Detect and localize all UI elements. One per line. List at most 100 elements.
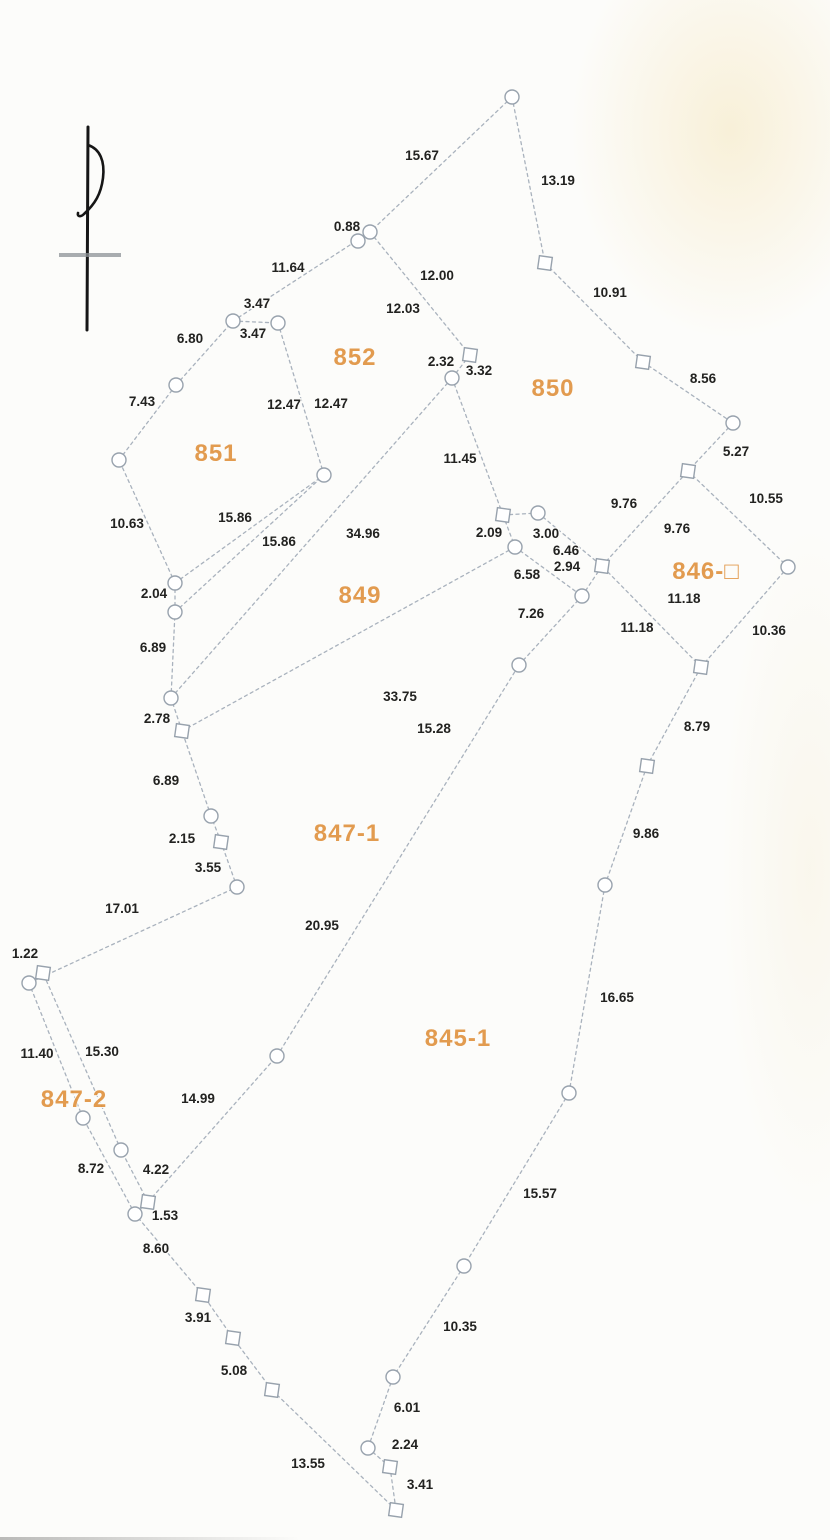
dimension-label: 6.89 — [153, 773, 179, 788]
north-arrow-flag — [76, 143, 105, 218]
dimension-label: 17.01 — [105, 901, 139, 916]
boundary-edge — [276, 664, 520, 1057]
dimension-label: 2.15 — [169, 831, 196, 846]
dimension-label: 3.32 — [466, 363, 492, 378]
survey-vertex-circle — [225, 313, 241, 329]
survey-vertex-square — [263, 1381, 281, 1399]
survey-vertex-circle — [21, 975, 37, 991]
survey-vertex-square — [679, 462, 697, 480]
dimension-label: 2.09 — [476, 525, 502, 540]
parcel-label: 847-1 — [314, 820, 380, 847]
survey-vertex-circle — [725, 415, 741, 431]
boundary-edge — [174, 474, 325, 584]
boundary-edge — [369, 231, 471, 356]
boundary-edge — [601, 470, 689, 567]
survey-vertex-square — [387, 1501, 405, 1519]
parcel-label: 847-2 — [41, 1086, 107, 1113]
survey-vertex-circle — [385, 1369, 401, 1385]
survey-vertex-square — [34, 964, 52, 982]
survey-vertex-square — [224, 1329, 242, 1347]
survey-vertex-circle — [113, 1142, 129, 1158]
dimension-label: 7.43 — [129, 394, 156, 409]
dimension-label: 20.95 — [305, 918, 339, 933]
boundary-edge — [174, 474, 325, 613]
dimension-label: 3.47 — [244, 296, 270, 311]
dimension-label: 15.67 — [405, 148, 439, 163]
dimension-label: 8.56 — [690, 371, 717, 386]
vertex-markers — [21, 89, 796, 1519]
boundary-edge — [277, 322, 325, 476]
dimension-label: 3.00 — [533, 526, 559, 541]
boundary-edge — [687, 422, 734, 472]
boundary-edge — [42, 972, 122, 1151]
survey-vertex-square — [593, 557, 611, 575]
boundary-edge — [134, 1213, 204, 1296]
dimension-label: 12.47 — [314, 396, 348, 411]
survey-vertex-circle — [561, 1085, 577, 1101]
dimension-label: 6.46 — [553, 543, 580, 558]
boundary-edge — [175, 320, 234, 386]
dimension-label: 4.22 — [143, 1162, 169, 1177]
boundary-edge — [514, 546, 583, 597]
survey-vertex-circle — [127, 1206, 143, 1222]
boundary-edge — [181, 730, 212, 817]
dimension-label: 3.55 — [195, 860, 222, 875]
dimension-label: 3.91 — [185, 1310, 212, 1325]
survey-vertex-circle — [316, 467, 332, 483]
boundary-edge — [700, 566, 789, 668]
survey-vertex-circle — [504, 89, 520, 105]
boundary-edge — [271, 1389, 397, 1511]
survey-vertex-circle — [269, 1048, 285, 1064]
dimension-label: 9.86 — [633, 826, 660, 841]
boundary-edge — [82, 1117, 136, 1215]
survey-vertex-square — [139, 1193, 157, 1211]
dimension-label: 2.78 — [144, 711, 171, 726]
boundary-edge — [367, 1447, 391, 1468]
dimension-label: 3.41 — [407, 1477, 434, 1492]
survey-vertex-circle — [530, 505, 546, 521]
survey-vertex-circle — [574, 588, 590, 604]
dimension-label: 2.94 — [554, 559, 581, 574]
dimension-label: 11.64 — [271, 260, 305, 275]
survey-vertex-circle — [780, 559, 796, 575]
dimension-label: 6.58 — [514, 567, 541, 582]
dimension-label: 13.55 — [291, 1456, 325, 1471]
boundary-edge — [463, 1092, 570, 1267]
boundary-edge — [451, 354, 471, 379]
survey-vertex-circle — [456, 1258, 472, 1274]
boundary-edge — [181, 546, 516, 732]
dimension-label: 10.36 — [752, 623, 786, 638]
dimension-label: 5.08 — [221, 1363, 248, 1378]
survey-vertex-circle — [350, 233, 366, 249]
boundary-edge — [367, 1376, 394, 1449]
dimension-label: 15.57 — [523, 1186, 557, 1201]
survey-vertex-circle — [203, 808, 219, 824]
dimension-label: 6.89 — [140, 640, 166, 655]
boundary-edge — [392, 1265, 465, 1378]
boundary-edge — [28, 982, 84, 1119]
dimension-label: 11.18 — [667, 591, 701, 606]
boundary-edge — [511, 96, 546, 264]
north-arrow-shaft — [85, 125, 90, 332]
survey-vertex-square — [212, 833, 230, 851]
dimension-label: 9.76 — [611, 496, 638, 511]
dimension-label: 8.72 — [78, 1161, 104, 1176]
survey-vertex-circle — [163, 690, 179, 706]
boundary-edge — [568, 884, 606, 1094]
boundary-edge — [118, 384, 177, 461]
survey-vertex-circle — [168, 377, 184, 393]
boundary-edge — [518, 595, 583, 666]
boundary-edge — [369, 96, 513, 233]
boundary-edge — [642, 361, 734, 424]
boundary-edge — [451, 377, 504, 516]
boundary-edge — [604, 765, 648, 886]
dimension-label: 16.65 — [600, 990, 634, 1005]
survey-vertex-square — [634, 353, 652, 371]
dimension-label: 14.99 — [181, 1091, 215, 1106]
dimension-label: 13.19 — [541, 173, 575, 188]
dimension-label: 12.03 — [386, 301, 420, 316]
dimension-label: 9.76 — [664, 521, 691, 536]
dimension-label: 15.28 — [417, 721, 451, 736]
dimension-label: 2.32 — [428, 354, 454, 369]
